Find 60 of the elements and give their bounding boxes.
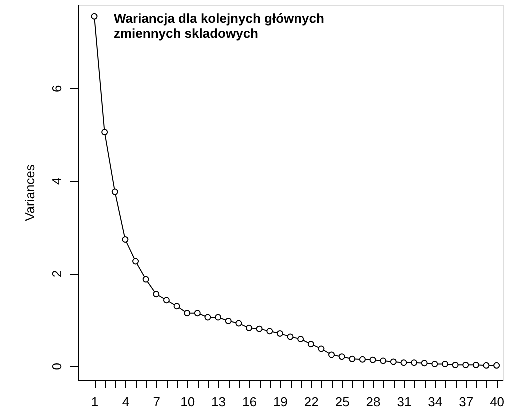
x-tick-label: 4 [122,394,130,410]
point [256,326,263,332]
point [452,362,459,368]
point [298,336,304,342]
y-tick-label: 6 [50,85,64,92]
x-tick-label: 40 [490,394,505,410]
point [91,13,98,20]
x-tick-label: 19 [273,394,288,410]
point [318,346,325,352]
y-axis-title: Variances [22,164,38,222]
point [163,297,170,304]
y-tick-label: 2 [50,270,64,278]
x-tick-label: 34 [428,394,443,410]
point [225,318,232,324]
point [174,303,180,310]
point [370,356,376,364]
point [472,362,480,368]
point [349,356,356,362]
point [400,360,408,366]
x-tick-label: 10 [180,394,196,410]
point [142,276,150,283]
point [328,352,335,358]
y-tick-label: 4 [50,178,64,186]
point [287,334,294,340]
point [338,354,346,360]
x-tick-label: 16 [242,394,257,410]
point [411,360,418,366]
point [102,129,108,136]
point [359,356,366,363]
y-tick-label: 0 [50,362,64,370]
point [153,291,160,298]
point [204,314,212,321]
point [236,320,242,327]
x-tick-label: 25 [335,394,350,410]
x-tick-label: 28 [366,394,381,410]
point [184,310,191,317]
point [483,362,490,369]
point [276,330,284,337]
point [112,188,118,196]
point [421,360,428,367]
x-tick-label: 22 [304,394,319,410]
text: Wariancja dla kolejnych głównych zmiennych skladowych [114,11,325,41]
point [132,258,140,265]
x-tick-label: 7 [153,394,161,410]
x-tick-label: 1 [91,394,99,410]
point [462,362,470,368]
point [380,358,387,364]
point [390,358,397,366]
point [432,361,438,368]
x-tick-label: 31 [397,394,412,410]
point [494,362,500,369]
x-tick-label: 37 [459,394,474,410]
point [442,361,448,368]
point [266,328,274,335]
point [308,341,314,348]
point [246,324,252,332]
point [194,310,201,317]
x-tick-label: 13 [212,394,226,410]
point [122,236,129,243]
point [215,314,222,321]
